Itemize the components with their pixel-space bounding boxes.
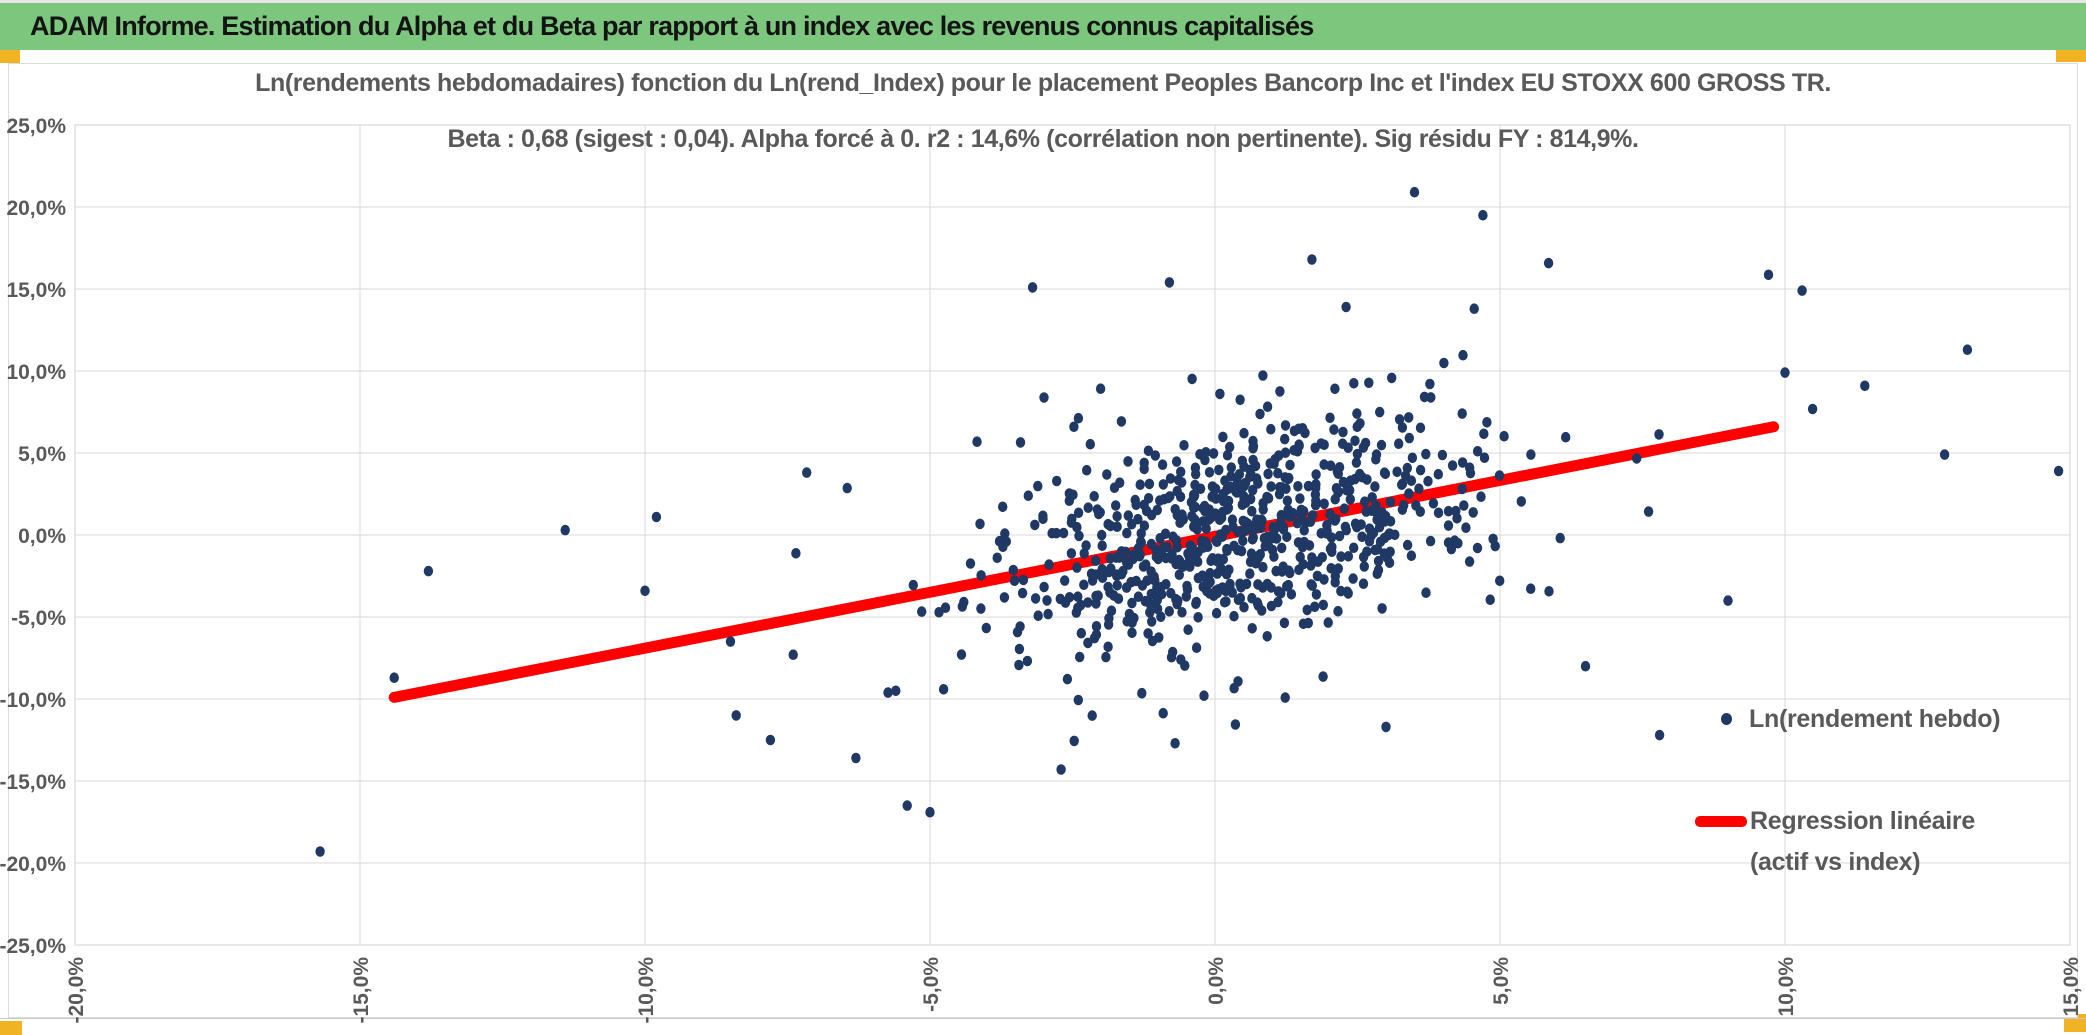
- y-tick-label: 10,0%: [6, 361, 66, 384]
- scatter-series[interactable]: [315, 186, 2064, 857]
- bottom-border: [0, 1018, 2086, 1019]
- legend-spacer: [1695, 738, 2085, 802]
- y-tick-label: 20,0%: [6, 197, 66, 220]
- x-tick-label: 0,0%: [1205, 957, 1228, 1005]
- chart-legend: Ln(rendement hebdo) Regression linéaire …: [1695, 700, 2085, 884]
- x-tick-label: -15,0%: [350, 957, 373, 1024]
- top-border: [0, 0, 2086, 3]
- accent-square-top-left: [0, 50, 20, 63]
- chart-title-line1: Ln(rendements hebdomadaires) fonction du…: [255, 69, 1831, 97]
- legend-item-regression[interactable]: Regression linéaire: [1695, 802, 2085, 840]
- chart-title-block: Ln(rendements hebdomadaires) fonction du…: [0, 68, 2086, 154]
- regression-line-icon: [1695, 815, 1747, 827]
- x-tick-label: -20,0%: [65, 957, 88, 1024]
- y-tick-label: 5,0%: [18, 443, 66, 466]
- legend-item-scatter[interactable]: Ln(rendement hebdo): [1695, 700, 2085, 738]
- x-tick-label: 15,0%: [2060, 957, 2083, 1017]
- scatter-marker-icon: [1721, 713, 1732, 725]
- y-tick-label: -25,0%: [0, 935, 66, 958]
- plot-area-border: [74, 124, 2071, 946]
- y-tick-label: 15,0%: [6, 279, 66, 302]
- y-tick-label: -20,0%: [0, 853, 66, 876]
- y-tick-labels: 25,0% 20,0% 15,0% 10,0% 5,0% 0,0% -5,0% -10,0% -…: [0, 115, 66, 958]
- y-tick-label: 25,0%: [6, 115, 66, 138]
- y-tick-label: -10,0%: [0, 689, 66, 712]
- header-bar: ADAM Informe. Estimation du Alpha et du …: [0, 3, 2086, 50]
- y-tick-label: 0,0%: [18, 525, 66, 548]
- legend-item-regression-line2: (actif vs index): [1695, 840, 2085, 884]
- y-tick-label: -15,0%: [0, 771, 66, 794]
- x-tick-label: 10,0%: [1775, 957, 1798, 1017]
- regression-line[interactable]: [388, 421, 1780, 703]
- x-tick-label: -5,0%: [920, 957, 943, 1012]
- y-tick-label: -5,0%: [11, 607, 66, 630]
- header-title: ADAM Informe. Estimation du Alpha et du …: [30, 11, 1314, 41]
- chart-title-line2: Beta : 0,68 (sigest : 0,04). Alpha forcé…: [447, 125, 1639, 153]
- accent-square-bottom-left: [0, 1021, 22, 1035]
- legend-label-regression-line1: Regression linéaire: [1750, 806, 1975, 835]
- x-tick-label: -10,0%: [635, 957, 658, 1024]
- x-tick-label: 5,0%: [1490, 957, 1513, 1005]
- chart-frame: [8, 63, 2078, 1018]
- accent-square-top-right: [2056, 50, 2086, 62]
- legend-label-regression-line2: (actif vs index): [1750, 847, 1921, 876]
- x-tick-labels: -20,0% -15,0% -10,0% -5,0% 0,0% 5,0% 10,0% 15,0…: [65, 957, 2083, 1024]
- legend-label-scatter: Ln(rendement hebdo): [1749, 704, 2001, 733]
